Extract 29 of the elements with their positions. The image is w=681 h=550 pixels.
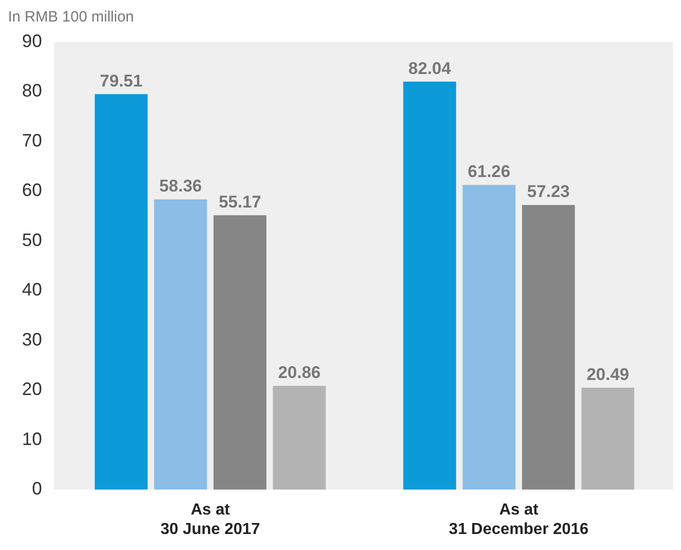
- y-tick-label: 20: [22, 379, 42, 400]
- y-tick-label: 90: [22, 30, 42, 51]
- data-label: 20.49: [586, 364, 630, 384]
- bar: [581, 388, 634, 490]
- bar: [462, 184, 516, 490]
- data-label: 55.17: [218, 192, 262, 212]
- y-tick-label: 60: [22, 180, 42, 200]
- y-tick-label: 70: [22, 130, 42, 150]
- data-label: 57.23: [527, 182, 570, 202]
- bar: [522, 204, 575, 490]
- bar: [214, 215, 266, 490]
- y-axis-title: In RMB 100 million: [8, 8, 134, 26]
- y-tick-label: 10: [22, 428, 42, 449]
- data-label: 61.26: [468, 162, 510, 182]
- x-tick-label: As at 31 December 2016: [448, 502, 589, 538]
- bar: [403, 82, 456, 490]
- y-tick-label: 40: [22, 280, 42, 300]
- data-label: 82.04: [408, 58, 452, 78]
- data-label: 20.86: [278, 363, 321, 382]
- y-tick-label: 50: [22, 230, 42, 250]
- bar: [94, 94, 148, 490]
- data-label: 58.36: [159, 176, 202, 196]
- y-tick-label: 30: [22, 329, 42, 350]
- bar: [272, 386, 326, 490]
- y-tick-label: 80: [22, 80, 42, 101]
- data-label: 79.51: [100, 71, 142, 90]
- y-tick-label: 0: [32, 478, 42, 499]
- bar: [154, 199, 207, 490]
- x-tick-label: As at 30 June 2017: [160, 502, 260, 538]
